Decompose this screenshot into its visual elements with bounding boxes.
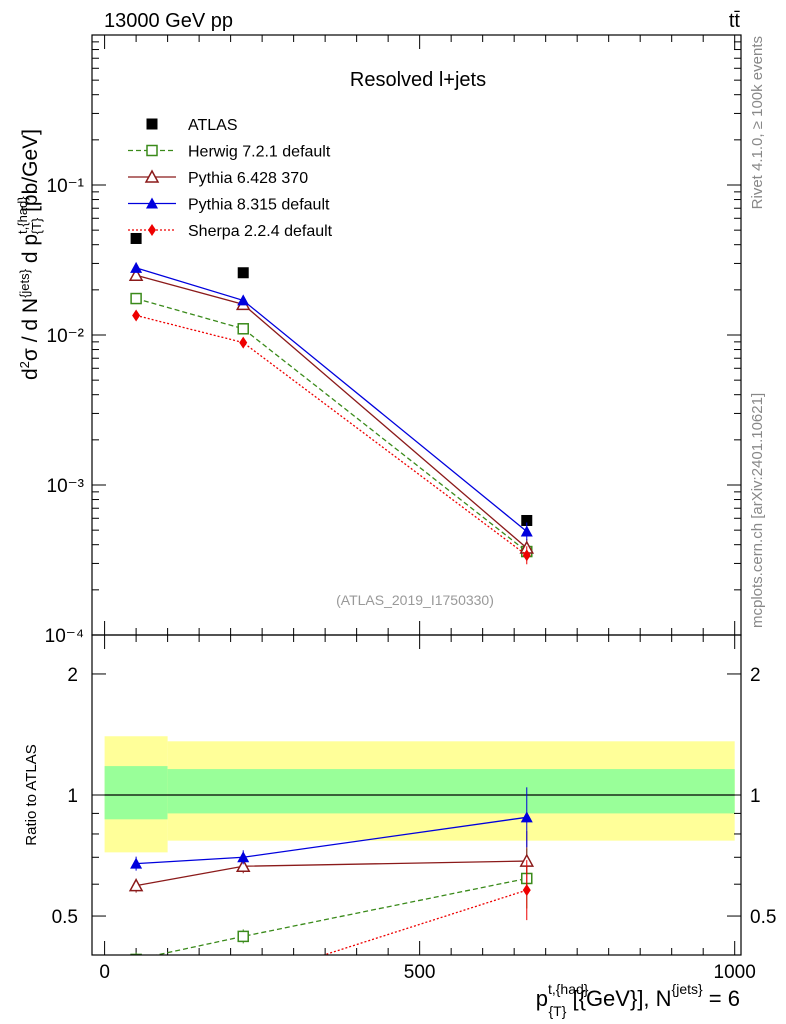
- data-point: [130, 261, 143, 273]
- legend-marker: [146, 118, 158, 130]
- x-tick-label: 0: [99, 962, 110, 983]
- x-tick-label: 500: [404, 962, 436, 983]
- ratio-panel-frame: [91, 634, 742, 956]
- main-series-group: [128, 232, 535, 565]
- ratio-point: [132, 994, 140, 1006]
- legend: ATLAS Herwig 7.2.1 default Pythia 6.428 37…: [128, 117, 333, 240]
- series-line-pythia-6-428-370: [135, 274, 528, 549]
- ratio-point: [522, 884, 531, 897]
- ratio-point: [237, 851, 250, 863]
- ratio-point: [128, 878, 144, 892]
- header-left: 13000 GeV pp: [104, 10, 233, 32]
- series-atlas: [130, 232, 533, 526]
- ratio-y-tick-label-right: 1: [750, 786, 761, 807]
- main-y-tick-label: 10⁻³: [47, 476, 85, 497]
- mcplots-label: mcplots.cern.ch [arXiv:2401.10621]: [749, 393, 766, 628]
- data-point: [130, 292, 142, 305]
- ratio-y-tick-label: 0.5: [52, 907, 78, 928]
- ratio-line-pythia-6-428-370: [135, 860, 527, 887]
- series-sherpa-2-2-4-default: [132, 309, 531, 565]
- legend-marker: [146, 197, 158, 209]
- data-point: [237, 267, 249, 279]
- main-y-tick-label: 10⁻⁴: [45, 626, 84, 647]
- ratio-y-tick-label-right: 0.5: [750, 907, 776, 928]
- rivet-label: Rivet 4.1.0, ≥ 100k events: [749, 36, 766, 209]
- ratio-series-sherpa-2-2-4-default: [132, 860, 531, 1006]
- ratio-y-tick-label: 2: [67, 665, 78, 686]
- legend-item-herwig-7-2-1-default: Herwig 7.2.1 default: [128, 144, 331, 161]
- legend-label: Pythia 8.315 default: [188, 197, 330, 214]
- ratio-point: [520, 811, 533, 823]
- ratio-point: [130, 953, 142, 955]
- data-point: [522, 549, 531, 562]
- data-point: [128, 267, 144, 282]
- legend-marker: [148, 224, 156, 236]
- series-herwig-7-2-1-default: [130, 292, 533, 561]
- data-point: [237, 323, 249, 335]
- ratio-point: [239, 975, 247, 987]
- ratio-point: [235, 858, 251, 872]
- data-point: [239, 336, 248, 349]
- ratio-point: [130, 857, 143, 869]
- series-line-sherpa-2-2-4-default: [135, 314, 528, 556]
- legend-item-pythia-8-315-default: Pythia 8.315 default: [128, 197, 330, 214]
- ratio-line-sherpa-2-2-4-default: [321, 889, 527, 955]
- main-y-tick-label: 10⁻¹: [47, 176, 85, 197]
- data-point: [132, 309, 141, 322]
- data-point: [237, 294, 250, 306]
- main-title: Resolved l+jets: [350, 69, 486, 91]
- analysis-id: (ATLAS_2019_I1750330): [336, 592, 494, 608]
- legend-label: Sherpa 2.2.4 default: [188, 223, 333, 240]
- header-right: tt̄: [729, 10, 741, 32]
- legend-marker: [146, 144, 158, 157]
- series-line-herwig-7-2-1-default: [135, 297, 528, 553]
- main-axis-ticks: 10⁻⁴ 10⁻³ 10⁻² 10⁻¹: [45, 34, 741, 647]
- series-line-pythia-8-315-default: [135, 267, 528, 532]
- legend-item-pythia-6-428-370: Pythia 6.428 370: [128, 169, 308, 187]
- x-tick-label: 1000: [714, 962, 756, 983]
- ratio-series-pythia-8-315-default: [130, 787, 533, 871]
- band-inner: [167, 769, 735, 814]
- x-axis-label: pt,{had} {T} [{GeV}], N{jets} = 6: [536, 981, 740, 1019]
- legend-label: Herwig 7.2.1 default: [188, 144, 331, 161]
- data-point: [130, 232, 142, 244]
- main-y-tick-label: 10⁻²: [47, 326, 85, 347]
- ratio-y-tick-label-right: 2: [750, 665, 761, 686]
- band-inner: [104, 766, 168, 820]
- legend-marker: [144, 169, 160, 183]
- legend-item-atlas: ATLAS: [146, 117, 238, 134]
- uncertainty-bands: [104, 736, 735, 853]
- ratio-point: [237, 930, 249, 943]
- ratio-y-axis-label: Ratio to ATLAS: [23, 744, 40, 845]
- ratio-axis-ticks: 0.5 0.5 1 1 2 2 0 500 1000: [52, 635, 776, 983]
- main-y-axis-label: d2σ / d N{jets} d pt,{had}{T} [pb/GeV]: [15, 129, 44, 380]
- series-pythia-8-315-default: [130, 261, 533, 541]
- legend-label: Pythia 6.428 370: [188, 170, 308, 187]
- data-point: [521, 514, 533, 526]
- ratio-y-tick-label: 1: [67, 786, 78, 807]
- data-point: [520, 525, 533, 537]
- legend-label: ATLAS: [188, 117, 238, 134]
- legend-item-sherpa-2-2-4-default: Sherpa 2.2.4 default: [128, 223, 333, 240]
- ratio-line-herwig-7-2-1-default: [153, 877, 527, 955]
